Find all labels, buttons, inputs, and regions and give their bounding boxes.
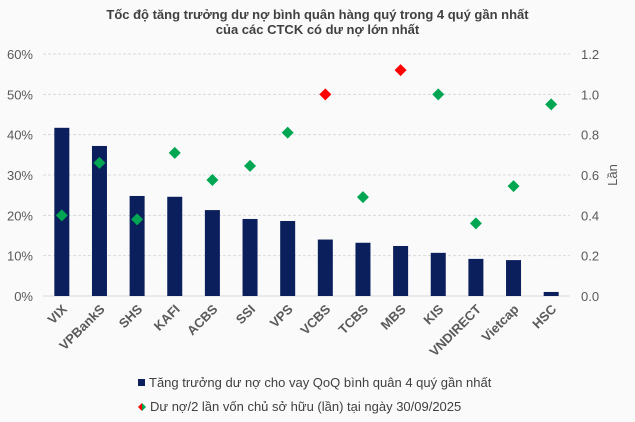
bar-vcbs (317, 239, 333, 296)
point-mbs (394, 64, 407, 77)
bar-kis (430, 252, 446, 296)
legend-bar-label: Tăng trưởng dư nợ cho vay QoQ bình quân … (149, 375, 492, 390)
point-vietcap (507, 180, 520, 193)
y-left-tick-label: 60% (7, 47, 33, 62)
y-right-tick-label: 0.6 (581, 168, 599, 183)
x-tick-label: SHS (116, 301, 146, 331)
y-right-tick-label: 0.2 (581, 249, 599, 264)
point-kafi (168, 146, 181, 159)
x-tick-label: KIS (420, 301, 446, 327)
x-tick-label: SSI (233, 302, 258, 327)
x-tick-label: KAFI (151, 302, 183, 334)
point-tcbs (356, 191, 369, 204)
x-tick-label: MBS (378, 301, 409, 332)
bar-mbs (393, 245, 409, 296)
x-tick-label: VIX (45, 301, 71, 327)
bar-acbs (204, 210, 220, 296)
y-left-tick-label: 10% (7, 249, 33, 264)
x-tick-label: VCBS (297, 301, 333, 337)
point-kis (432, 88, 445, 101)
y-left-tick-label: 40% (7, 128, 33, 143)
legend-diamond-icon (138, 403, 146, 411)
title-line-1: Tốc độ tăng trưởng dư nợ bình quân hàng … (106, 7, 529, 22)
point-shs (131, 213, 144, 226)
legend-item-bar: Tăng trưởng dư nợ cho vay QoQ bình quân … (138, 375, 491, 390)
y-right-tick-label: 1.2 (581, 47, 599, 62)
point-vcbs (319, 88, 332, 101)
legend-item-scatter: Dư nợ/2 lần vốn chủ sở hữu (lần) tại ngà… (138, 399, 461, 414)
point-vix (55, 209, 68, 222)
y-right-axis-label: Lần (605, 164, 620, 186)
x-tick-label: ACBS (184, 301, 221, 338)
x-tick-label: HSC (529, 301, 559, 331)
y-right-tick-label: 0.0 (581, 289, 599, 304)
x-tick-label: Vietcap (479, 301, 522, 344)
point-acbs (206, 174, 219, 187)
x-tick-label: TCBS (335, 301, 371, 337)
x-tick-label: VPS (267, 301, 296, 330)
point-vps (281, 126, 294, 139)
title-line-2: của các CTCK có dư nợ lớn nhất (215, 22, 420, 37)
bar-vndirect (468, 258, 484, 296)
y-right-tick-label: 0.4 (581, 208, 599, 223)
bar-vps (280, 220, 296, 296)
bar-vpbanks (91, 145, 107, 296)
bar-vietcap (506, 260, 522, 296)
y-left-tick-label: 0% (14, 289, 33, 304)
chart-title: Tốc độ tăng trưởng dư nợ bình quân hàng … (0, 7, 635, 37)
y-left-tick-label: 20% (7, 208, 33, 223)
legend-scatter-label: Dư nợ/2 lần vốn chủ sở hữu (lần) tại ngà… (150, 399, 462, 414)
point-ssi (244, 159, 257, 172)
bar-ssi (242, 218, 258, 296)
bar-kafi (167, 196, 183, 296)
point-vndirect (469, 217, 482, 230)
point-hsc (545, 98, 558, 111)
y-right-tick-label: 0.8 (581, 128, 599, 143)
legend-bar-swatch (138, 379, 145, 386)
bar-shs (129, 195, 145, 296)
bar-tcbs (355, 242, 371, 296)
y-left-tick-label: 30% (7, 168, 33, 183)
y-right-tick-label: 1.0 (581, 87, 599, 102)
bar-hsc (543, 291, 559, 296)
y-left-tick-label: 50% (7, 87, 33, 102)
point-vpbanks (93, 156, 106, 169)
